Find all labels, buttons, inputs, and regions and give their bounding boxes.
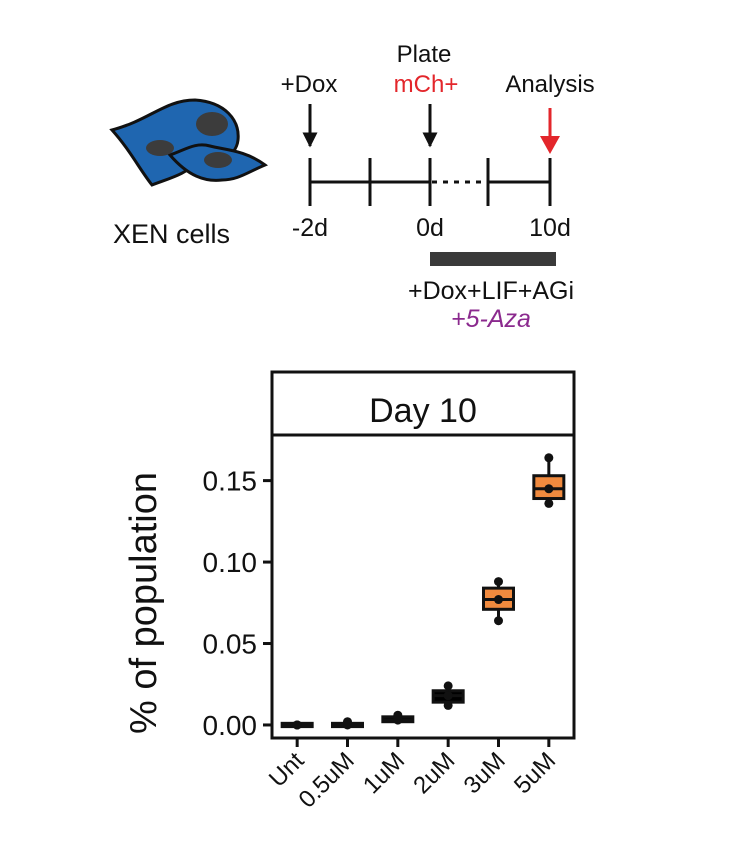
dox-label: +Dox — [281, 71, 338, 98]
treatment-label: +Dox+LIF+AGi — [408, 277, 574, 305]
nucleus-2 — [146, 140, 174, 156]
data-point — [443, 681, 453, 691]
x-tick-label: 1uM — [358, 747, 410, 799]
data-point — [544, 484, 554, 494]
box-series — [280, 453, 566, 730]
aza-label: +5-Aza — [451, 305, 531, 333]
x-tick-label: 3uM — [459, 747, 511, 799]
data-point — [292, 720, 302, 730]
analysis-arrowhead — [540, 136, 560, 154]
chart: Day 10 % of population 0.000.050.100.15 … — [123, 370, 576, 813]
tick-label-10d: 10d — [529, 214, 571, 242]
data-point — [393, 710, 403, 720]
mch-label: mCh+ — [394, 71, 459, 98]
timeline — [308, 158, 552, 206]
x-tick-label: 0.5uM — [293, 747, 359, 813]
data-point — [494, 577, 503, 587]
y-axis-label: % of population — [123, 472, 165, 734]
xen-cells-illustration — [109, 98, 269, 187]
data-point — [443, 700, 453, 710]
facet-strip — [270, 370, 576, 437]
y-tick-label: 0.10 — [203, 547, 258, 578]
data-point — [494, 595, 503, 605]
cell-label: XEN cells — [113, 219, 230, 249]
x-tick-label: 5uM — [509, 747, 561, 799]
tick-label-minus2d: -2d — [292, 214, 328, 242]
y-tick-label: 0.05 — [203, 629, 258, 660]
plot-panel — [270, 433, 576, 740]
tick-label-0d: 0d — [416, 214, 444, 242]
treatment-bar — [430, 252, 556, 266]
x-tick-label: 2uM — [408, 747, 460, 799]
data-point — [494, 616, 503, 626]
data-point — [443, 691, 453, 701]
y-axis: 0.00 0.05 0.10 0.15 — [203, 466, 272, 741]
y-tick-label: 0.15 — [203, 466, 258, 497]
nucleus-3 — [204, 152, 232, 168]
nucleus-1 — [196, 112, 228, 136]
analysis-label: Analysis — [505, 71, 594, 98]
y-tick-label: 0.00 — [203, 710, 258, 741]
plate-label: Plate — [397, 41, 452, 68]
data-point — [343, 717, 352, 727]
facet-title: Day 10 — [369, 392, 477, 430]
data-point — [544, 498, 554, 508]
data-point — [544, 453, 554, 463]
